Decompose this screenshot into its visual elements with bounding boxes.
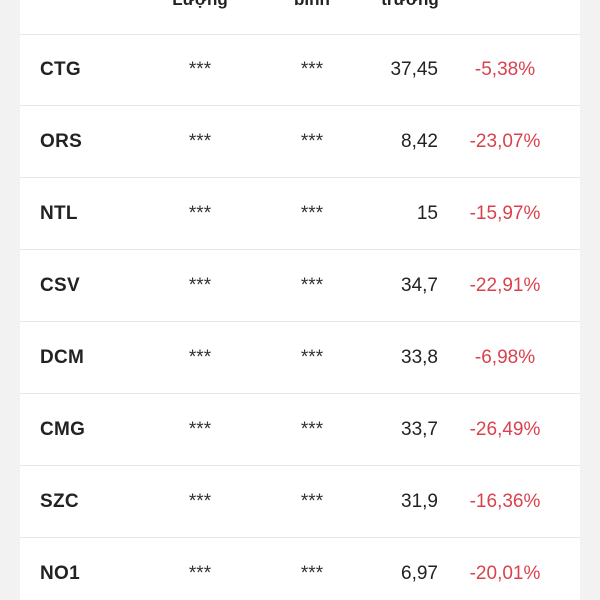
stock-symbol: CMG: [40, 419, 86, 440]
table-row[interactable]: NTL *** *** 15 -15,97%: [20, 178, 580, 250]
masked-average: ***: [300, 491, 324, 512]
masked-average: ***: [300, 563, 324, 584]
header-average: bình: [272, 0, 352, 10]
table-row[interactable]: DCM *** *** 33,8 -6,98%: [20, 322, 580, 394]
percent-change: -16,36%: [469, 491, 541, 512]
percent-change: -5,38%: [474, 59, 536, 80]
table-row[interactable]: NO1 *** *** 6,97 -20,01%: [20, 538, 580, 600]
row-divider: [40, 177, 560, 178]
percent-change: -15,97%: [469, 203, 541, 224]
table-row[interactable]: CSV *** *** 34,7 -22,91%: [20, 250, 580, 322]
percent-change: -20,01%: [469, 563, 541, 584]
header-market: trường: [360, 0, 460, 10]
masked-average: ***: [300, 203, 324, 224]
masked-volume: ***: [188, 491, 212, 512]
market-price: 6,97: [401, 563, 438, 584]
masked-volume: ***: [188, 347, 212, 368]
market-price: 33,8: [401, 347, 438, 368]
masked-volume: ***: [188, 203, 212, 224]
stock-symbol: DCM: [40, 347, 85, 368]
row-divider: [40, 465, 560, 466]
table-row[interactable]: ORS *** *** 8,42 -23,07%: [20, 106, 580, 178]
masked-average: ***: [300, 59, 324, 80]
masked-average: ***: [300, 419, 324, 440]
stock-symbol: ORS: [40, 131, 83, 152]
row-divider: [40, 537, 560, 538]
row-divider: [40, 321, 560, 322]
masked-volume: ***: [188, 563, 212, 584]
percent-change: -23,07%: [469, 131, 541, 152]
market-price: 37,45: [390, 59, 438, 80]
header-volume: Lượng: [158, 0, 242, 10]
market-price: 33,7: [401, 419, 438, 440]
masked-volume: ***: [188, 59, 212, 80]
row-divider: [40, 393, 560, 394]
masked-volume: ***: [188, 131, 212, 152]
masked-volume: ***: [188, 275, 212, 296]
stock-table-card: Lượng bình trường CTG *** *** 37,45 -5,3…: [20, 0, 580, 600]
masked-average: ***: [300, 347, 324, 368]
row-divider: [40, 105, 560, 106]
percent-change: -6,98%: [474, 347, 536, 368]
table-row[interactable]: SZC *** *** 31,9 -16,36%: [20, 466, 580, 538]
row-divider: [40, 249, 560, 250]
market-price: 15: [416, 203, 438, 224]
table-header: Lượng bình trường: [20, 0, 580, 35]
table-row[interactable]: CMG *** *** 33,7 -26,49%: [20, 394, 580, 466]
stock-symbol: NTL: [40, 203, 78, 224]
stock-symbol: CSV: [40, 275, 80, 296]
stock-symbol: CTG: [40, 59, 82, 80]
market-price: 34,7: [401, 275, 438, 296]
percent-change: -26,49%: [469, 419, 541, 440]
market-price: 8,42: [401, 131, 438, 152]
stock-symbol: SZC: [40, 491, 79, 512]
masked-volume: ***: [188, 419, 212, 440]
table-body: CTG *** *** 37,45 -5,38% ORS *** *** 8,4…: [20, 34, 580, 600]
masked-average: ***: [300, 275, 324, 296]
market-price: 31,9: [401, 491, 438, 512]
masked-average: ***: [300, 131, 324, 152]
stock-symbol: NO1: [40, 563, 80, 584]
percent-change: -22,91%: [469, 275, 541, 296]
table-row[interactable]: CTG *** *** 37,45 -5,38%: [20, 34, 580, 106]
